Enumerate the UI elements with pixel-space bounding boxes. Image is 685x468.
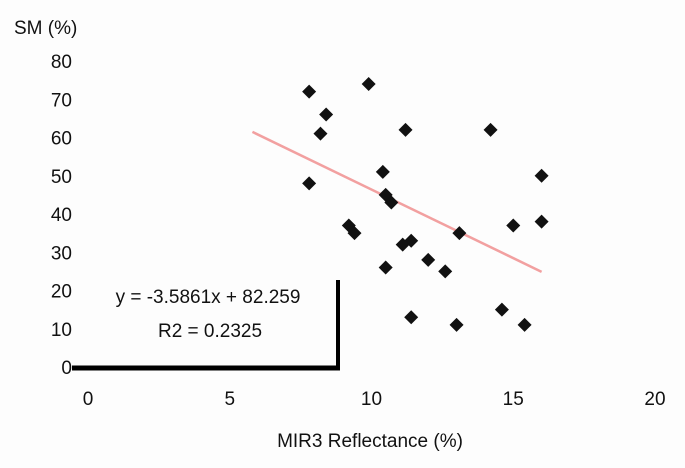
r-squared-label: R2 = 0.2325: [158, 321, 262, 342]
data-point: [438, 264, 453, 279]
x-tick-label: 0: [83, 389, 94, 410]
data-points: [302, 76, 549, 332]
y-tick-label: 80: [51, 52, 72, 73]
data-point: [494, 302, 509, 317]
data-point: [347, 226, 362, 241]
y-tick-label: 30: [51, 243, 72, 264]
data-point: [534, 168, 549, 183]
y-tick-label: 50: [51, 167, 72, 188]
y-axis-title: SM (%): [14, 18, 77, 39]
y-tick-labels: 0 10 20 30 40 50 60 70 80: [51, 52, 72, 379]
data-point: [361, 76, 376, 91]
data-point: [421, 252, 436, 267]
x-tick-label: 20: [644, 389, 665, 410]
data-point: [452, 226, 467, 241]
data-point: [302, 84, 317, 99]
data-point: [449, 317, 464, 332]
data-point: [395, 237, 410, 252]
equation-box: y = -3.5861x + 82.259 R2 = 0.2325: [72, 280, 340, 371]
data-point: [483, 122, 498, 137]
data-point: [378, 260, 393, 275]
data-point: [375, 164, 390, 179]
x-tick-labels: 0 5 10 15 20: [83, 389, 666, 410]
data-point: [313, 126, 328, 141]
y-tick-label: 40: [51, 205, 72, 226]
x-tick-label: 5: [224, 389, 235, 410]
data-point: [506, 218, 521, 233]
regression-equation: y = -3.5861x + 82.259: [116, 287, 301, 308]
data-point: [302, 176, 317, 191]
y-tick-label: 60: [51, 129, 72, 150]
y-tick-label: 20: [51, 282, 72, 303]
y-tick-label: 0: [61, 358, 72, 379]
data-point: [398, 122, 413, 137]
y-tick-label: 70: [51, 90, 72, 111]
data-point: [534, 214, 549, 229]
y-tick-label: 10: [51, 320, 72, 341]
x-tick-label: 10: [361, 389, 382, 410]
data-point: [404, 310, 419, 325]
x-axis-title: MIR3 Reflectance (%): [277, 431, 463, 452]
data-point: [384, 195, 399, 210]
x-tick-label: 15: [503, 389, 524, 410]
data-point: [319, 107, 334, 122]
data-point: [517, 317, 532, 332]
